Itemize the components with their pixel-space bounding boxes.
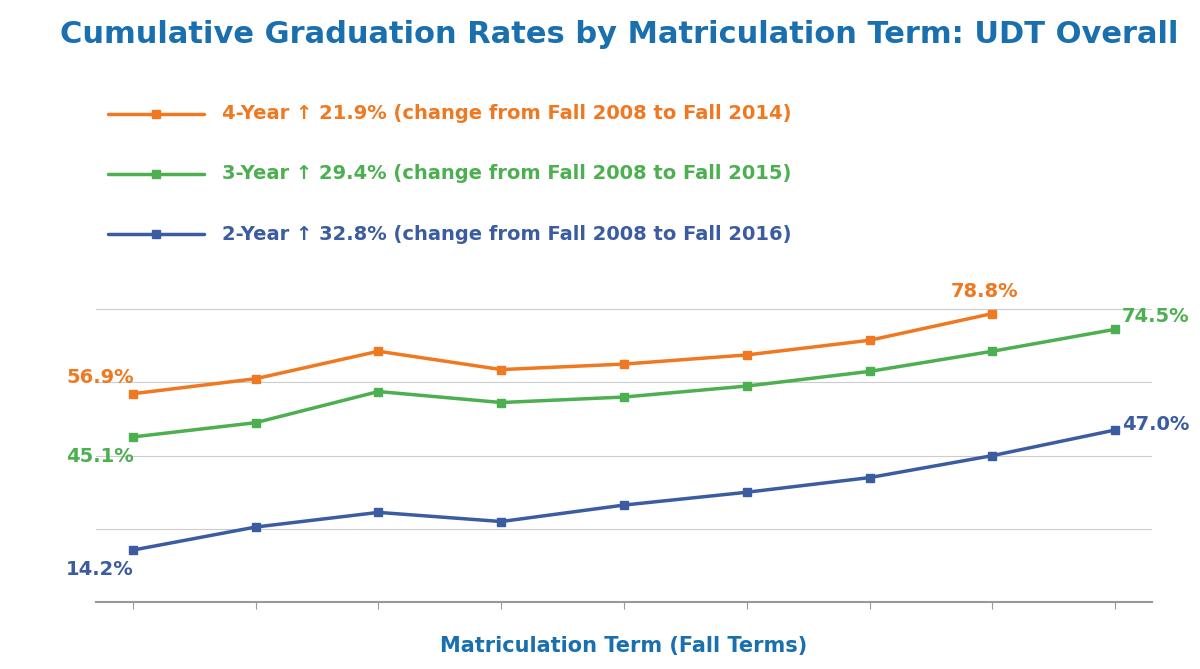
Text: 14.2%: 14.2% bbox=[66, 560, 134, 579]
Text: Cumulative Graduation Rates by Matriculation Term: UDT Overall: Cumulative Graduation Rates by Matricula… bbox=[60, 20, 1178, 49]
Text: 45.1%: 45.1% bbox=[66, 447, 134, 466]
Text: 78.8%: 78.8% bbox=[950, 282, 1019, 301]
Text: 56.9%: 56.9% bbox=[66, 368, 133, 387]
Text: 4-Year ↑ 21.9% (change from Fall 2008 to Fall 2014): 4-Year ↑ 21.9% (change from Fall 2008 to… bbox=[222, 104, 792, 123]
Text: 2-Year ↑ 32.8% (change from Fall 2008 to Fall 2016): 2-Year ↑ 32.8% (change from Fall 2008 to… bbox=[222, 225, 792, 244]
Text: 74.5%: 74.5% bbox=[1122, 307, 1189, 326]
Text: Matriculation Term (Fall Terms): Matriculation Term (Fall Terms) bbox=[440, 636, 808, 656]
Text: 47.0%: 47.0% bbox=[1122, 415, 1189, 434]
Text: 3-Year ↑ 29.4% (change from Fall 2008 to Fall 2015): 3-Year ↑ 29.4% (change from Fall 2008 to… bbox=[222, 165, 791, 183]
